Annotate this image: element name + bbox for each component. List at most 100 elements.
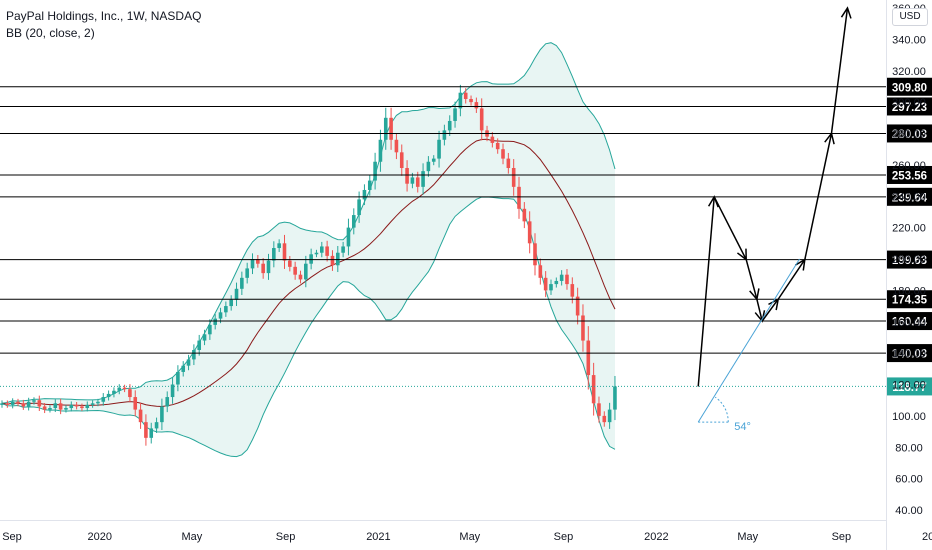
level-label[interactable]: 160.44 xyxy=(892,317,928,329)
candle-body xyxy=(213,318,217,325)
level-label[interactable]: 174.35 xyxy=(892,295,928,307)
price-tick-label: 40.00 xyxy=(895,505,923,517)
price-axis[interactable]: 40.0060.0080.00100.00120.00140.00160.001… xyxy=(886,0,926,550)
candle-body xyxy=(197,340,202,350)
candle-body xyxy=(410,177,415,184)
projection-arrow[interactable] xyxy=(804,133,833,260)
candle-body xyxy=(112,390,116,394)
currency-badge[interactable]: USD xyxy=(892,8,928,26)
candle-body xyxy=(234,288,239,300)
candle-body xyxy=(458,92,463,109)
projection-drawings[interactable]: 54° xyxy=(697,6,852,433)
candle-body xyxy=(607,409,612,423)
candle-body xyxy=(64,408,68,410)
basis-line xyxy=(1,138,616,408)
time-tick-label: 2021 xyxy=(366,531,390,543)
candle-body xyxy=(437,139,441,159)
time-tick-label: 2022 xyxy=(644,531,668,543)
candle-body xyxy=(362,189,367,200)
candle-body xyxy=(575,296,580,316)
price-tick-label: 120.00 xyxy=(892,380,926,392)
level-label[interactable]: 140.03 xyxy=(892,349,927,361)
level-label-bg xyxy=(887,344,932,363)
level-label[interactable]: 253.56 xyxy=(892,170,927,182)
candle-body xyxy=(479,108,484,131)
candle-body xyxy=(554,280,559,285)
level-label-bg xyxy=(887,187,932,206)
candle-body xyxy=(16,401,20,404)
level-label[interactable]: 239.64 xyxy=(892,192,928,204)
time-axis[interactable]: Sep 2020 May Sep 2021 May Sep 2022 May Sep 2023 xyxy=(0,520,932,544)
projection-arrow[interactable] xyxy=(756,299,763,322)
candle-body xyxy=(218,312,223,319)
candle-body xyxy=(90,403,95,405)
candle-body xyxy=(367,180,372,190)
candle-body xyxy=(373,161,377,181)
level-label[interactable]: 297.23 xyxy=(892,102,927,114)
time-tick-label: Sep xyxy=(276,531,296,543)
candle-body xyxy=(591,375,596,404)
candle-body xyxy=(517,186,521,209)
symbol-title[interactable]: PayPal Holdings, Inc., 1W, NASDAQ xyxy=(6,9,202,23)
time-tick-label: Sep xyxy=(2,531,22,543)
candle-body xyxy=(378,139,383,162)
candle-body xyxy=(256,259,260,264)
candle-body xyxy=(69,404,74,409)
candle-body xyxy=(559,274,564,281)
candle-body xyxy=(181,365,186,372)
candle-body xyxy=(501,149,505,159)
candle-body xyxy=(245,268,249,278)
bollinger-basis xyxy=(1,138,616,408)
time-tick-label: Sep xyxy=(554,531,574,543)
candle-body xyxy=(581,315,585,341)
price-tick-label: 200.00 xyxy=(892,254,926,266)
candle-body xyxy=(309,254,313,264)
candle-body xyxy=(149,428,154,438)
candle-body xyxy=(330,255,335,266)
indicator-label[interactable]: BB (20, close, 2) xyxy=(6,26,95,40)
candle-body xyxy=(442,130,447,140)
candle-body xyxy=(26,401,31,407)
candle-body xyxy=(602,415,607,423)
angle-label[interactable]: 54° xyxy=(734,421,751,433)
candle-body xyxy=(325,246,329,256)
price-tick-label: 80.00 xyxy=(895,442,923,454)
candle-body xyxy=(282,243,287,261)
candle-body xyxy=(570,284,575,297)
level-label[interactable]: 309.80 xyxy=(892,82,927,94)
projection-arrow[interactable] xyxy=(713,196,747,260)
candle-body xyxy=(122,387,127,390)
projection-arrow[interactable] xyxy=(745,259,758,300)
candle-body xyxy=(170,384,175,398)
candle-body xyxy=(10,401,15,405)
candle-body xyxy=(469,98,473,103)
candle-body xyxy=(538,265,543,278)
candle-body xyxy=(21,403,26,407)
price-tick-label: 320.00 xyxy=(892,66,926,78)
price-tick-label: 280.00 xyxy=(892,129,926,141)
level-label-bg xyxy=(887,77,932,96)
projection-arrow[interactable] xyxy=(777,259,806,300)
time-tick-label: May xyxy=(459,531,480,543)
price-tick-label: 60.00 xyxy=(895,474,923,486)
horizontal-levels[interactable]: 309.80 297.23 280.03 253.56 239.64 199.63 174.… xyxy=(0,77,932,396)
level-label[interactable]: 280.03 xyxy=(892,129,927,141)
candle-body xyxy=(229,299,233,307)
last-price-label[interactable]: 118.77 xyxy=(892,382,927,394)
candle-body xyxy=(527,221,532,244)
arrow-head xyxy=(840,6,852,19)
projection-arrow[interactable] xyxy=(761,298,779,322)
candle-body xyxy=(106,393,111,398)
trend-angle-line[interactable] xyxy=(697,258,800,423)
lower-band xyxy=(1,196,616,458)
level-label[interactable]: 199.63 xyxy=(892,255,927,267)
candle-body xyxy=(351,215,356,228)
price-tick-label: 180.00 xyxy=(892,285,926,297)
projection-arrow[interactable] xyxy=(697,196,715,387)
candle-body xyxy=(447,120,452,131)
projection-arrow[interactable] xyxy=(830,7,849,134)
candle-body xyxy=(53,403,58,409)
candle-body xyxy=(293,266,297,275)
price-tick-label: 220.00 xyxy=(892,223,926,235)
